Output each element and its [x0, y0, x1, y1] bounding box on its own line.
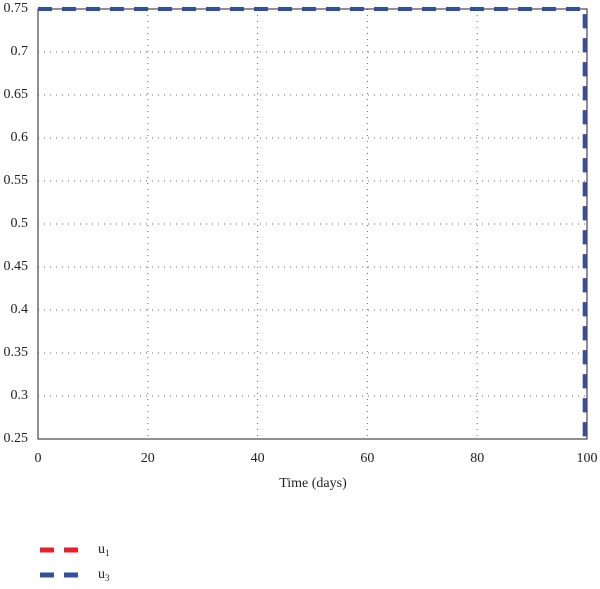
x-tick-label: 80 [470, 451, 484, 466]
plot-frame [37, 8, 588, 440]
series-line [38, 7, 587, 439]
y-tick-label: 0.25 [4, 431, 29, 446]
x-tick-label: 40 [251, 451, 265, 466]
y-tick-label: 0.6 [11, 130, 29, 145]
y-tick-label: 0.3 [11, 388, 29, 403]
y-tick-label: 0.65 [4, 87, 29, 102]
y-tick-label: 0.45 [4, 259, 29, 274]
x-tick-label: 20 [141, 451, 155, 466]
y-tick-label: 0.55 [4, 173, 29, 188]
y-tick-label: 0.4 [11, 302, 29, 317]
x-tick-label: 60 [360, 451, 374, 466]
series-line [38, 7, 587, 439]
x-axis-label: Time (days) [279, 476, 347, 491]
y-tick-label: 0.7 [11, 44, 29, 59]
y-tick-label: 0.35 [4, 345, 29, 360]
legend-label: u3 [98, 567, 110, 583]
x-tick-label: 0 [35, 451, 42, 466]
x-tick-label: 100 [577, 451, 598, 466]
y-tick-label: 0.5 [11, 216, 29, 231]
y-tick-label: 0.75 [4, 1, 29, 16]
legend-label: u1 [98, 542, 110, 558]
